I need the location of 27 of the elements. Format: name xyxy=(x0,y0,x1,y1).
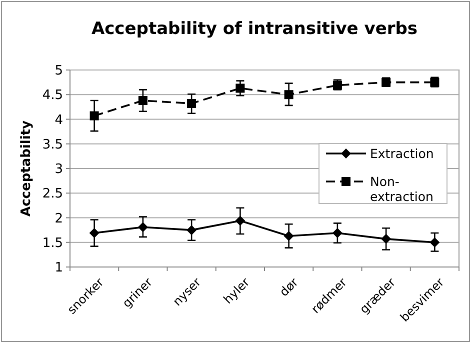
y-tick-label: 4 xyxy=(54,112,63,128)
point xyxy=(90,111,99,120)
point xyxy=(186,225,197,236)
legend-label: Extraction xyxy=(370,146,434,161)
point xyxy=(187,98,196,108)
y-tick-label: 4.5 xyxy=(42,88,63,104)
point xyxy=(138,96,148,106)
point xyxy=(430,237,440,248)
x-tick-label: dør xyxy=(276,275,301,300)
point xyxy=(284,230,294,241)
point xyxy=(89,228,100,238)
y-tick-label: 5 xyxy=(54,64,63,79)
point xyxy=(332,228,342,238)
point xyxy=(381,234,392,244)
chart-title: Acceptability of intransitive verbs xyxy=(91,19,418,39)
y-tick-label: 1.5 xyxy=(42,236,63,251)
y-tick-label: 2 xyxy=(54,211,63,226)
point xyxy=(138,222,148,232)
point xyxy=(236,84,245,93)
y-axis-title: Acceptability xyxy=(19,120,34,216)
y-tick-label: 3 xyxy=(54,162,63,178)
legend-label: Non-extraction xyxy=(370,174,434,204)
y-tick-label: 1 xyxy=(54,260,63,276)
y-tick-label: 2.5 xyxy=(42,186,63,202)
point xyxy=(284,90,294,100)
point xyxy=(235,216,246,226)
y-tick-label: 3.5 xyxy=(42,137,63,152)
